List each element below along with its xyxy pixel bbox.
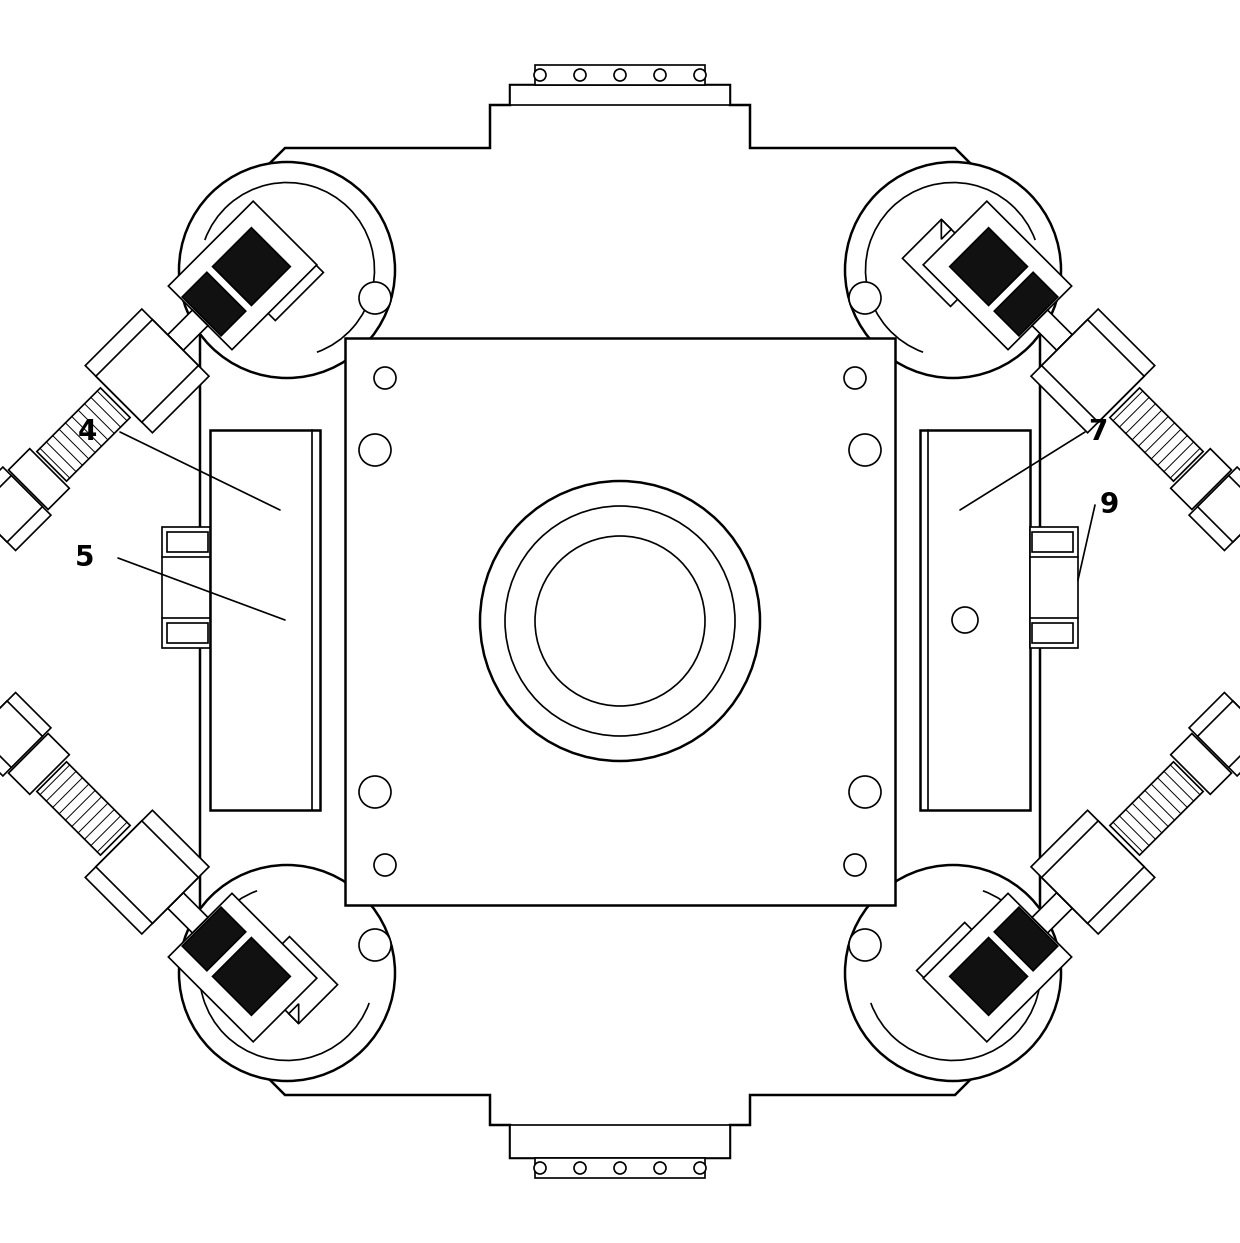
Polygon shape — [941, 220, 951, 239]
Circle shape — [653, 70, 666, 81]
Circle shape — [844, 367, 866, 389]
Circle shape — [574, 1162, 587, 1173]
Circle shape — [534, 1162, 546, 1173]
Polygon shape — [182, 907, 246, 971]
Circle shape — [849, 929, 880, 961]
Polygon shape — [534, 65, 706, 85]
Circle shape — [844, 854, 866, 876]
Circle shape — [614, 70, 626, 81]
Text: 4: 4 — [78, 418, 98, 446]
Polygon shape — [1032, 310, 1073, 351]
Polygon shape — [169, 201, 316, 349]
Polygon shape — [1032, 532, 1073, 552]
Circle shape — [534, 70, 546, 81]
Polygon shape — [1198, 476, 1240, 542]
Polygon shape — [510, 1125, 730, 1158]
Circle shape — [694, 70, 706, 81]
Circle shape — [505, 506, 735, 736]
Polygon shape — [903, 220, 990, 307]
Circle shape — [360, 776, 391, 808]
Circle shape — [849, 282, 880, 314]
Polygon shape — [95, 820, 198, 924]
Polygon shape — [167, 532, 208, 552]
Circle shape — [374, 367, 396, 389]
Polygon shape — [1189, 692, 1240, 776]
Polygon shape — [916, 922, 1003, 1009]
Text: 7: 7 — [1087, 418, 1107, 446]
Circle shape — [480, 481, 760, 761]
Polygon shape — [983, 961, 1003, 971]
Polygon shape — [1110, 388, 1203, 481]
Polygon shape — [950, 937, 1028, 1016]
Polygon shape — [1030, 310, 1154, 433]
Circle shape — [374, 854, 396, 876]
Circle shape — [849, 434, 880, 466]
Circle shape — [849, 776, 880, 808]
Polygon shape — [1030, 527, 1078, 648]
Text: 5: 5 — [74, 544, 94, 572]
Polygon shape — [289, 1004, 299, 1023]
Circle shape — [614, 1162, 626, 1173]
Circle shape — [179, 162, 396, 378]
Polygon shape — [1171, 449, 1231, 510]
Polygon shape — [182, 272, 246, 336]
Polygon shape — [9, 733, 69, 794]
Polygon shape — [0, 476, 42, 542]
Polygon shape — [950, 227, 1028, 306]
Polygon shape — [1171, 733, 1231, 794]
Circle shape — [694, 1162, 706, 1173]
Polygon shape — [37, 388, 130, 481]
Polygon shape — [1032, 623, 1073, 643]
Circle shape — [844, 865, 1061, 1081]
Polygon shape — [162, 527, 210, 648]
Polygon shape — [920, 430, 1030, 810]
Polygon shape — [250, 936, 337, 1023]
Polygon shape — [169, 894, 316, 1042]
Polygon shape — [210, 430, 320, 810]
Polygon shape — [1189, 467, 1240, 551]
Circle shape — [952, 607, 978, 633]
Polygon shape — [200, 85, 1040, 1158]
Polygon shape — [167, 623, 208, 643]
Polygon shape — [37, 762, 130, 855]
Polygon shape — [0, 467, 51, 551]
Polygon shape — [1042, 820, 1145, 924]
Polygon shape — [1032, 892, 1073, 933]
Polygon shape — [212, 937, 290, 1016]
Polygon shape — [1042, 319, 1145, 423]
Polygon shape — [345, 338, 895, 905]
Polygon shape — [86, 310, 210, 433]
Circle shape — [574, 70, 587, 81]
Polygon shape — [9, 449, 69, 510]
Polygon shape — [237, 234, 324, 321]
Circle shape — [360, 282, 391, 314]
Polygon shape — [167, 310, 208, 351]
Polygon shape — [510, 85, 730, 104]
Polygon shape — [1030, 810, 1154, 933]
Polygon shape — [1198, 701, 1240, 767]
Polygon shape — [924, 894, 1071, 1042]
Polygon shape — [0, 701, 42, 767]
Polygon shape — [0, 692, 51, 776]
Circle shape — [534, 536, 706, 706]
Polygon shape — [86, 810, 210, 933]
Circle shape — [179, 865, 396, 1081]
Polygon shape — [1110, 762, 1203, 855]
Polygon shape — [534, 1158, 706, 1178]
Polygon shape — [167, 892, 208, 933]
Polygon shape — [924, 201, 1071, 349]
Polygon shape — [994, 907, 1058, 971]
Circle shape — [360, 434, 391, 466]
Circle shape — [844, 162, 1061, 378]
Polygon shape — [237, 272, 257, 282]
Polygon shape — [212, 227, 290, 306]
Polygon shape — [994, 272, 1058, 336]
Polygon shape — [95, 319, 198, 423]
Text: 9: 9 — [1100, 491, 1120, 520]
Circle shape — [653, 1162, 666, 1173]
Circle shape — [360, 929, 391, 961]
